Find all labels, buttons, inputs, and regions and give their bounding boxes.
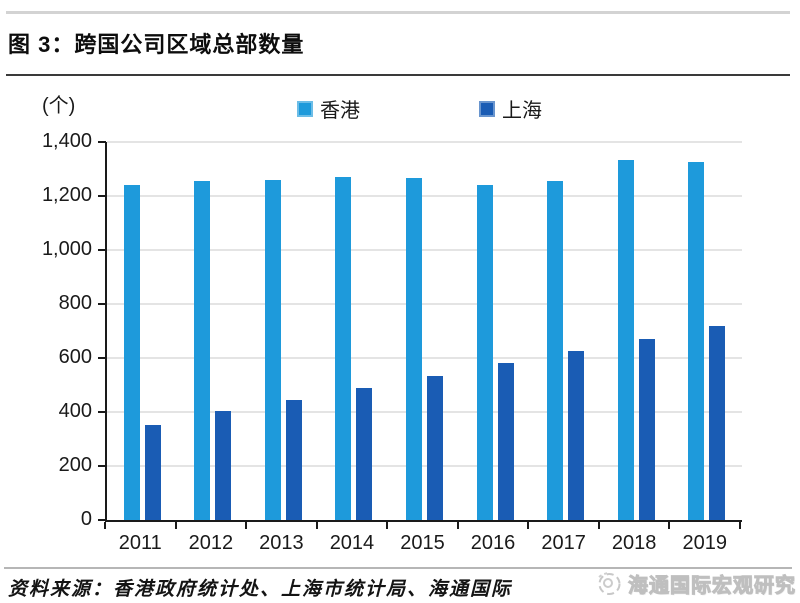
x-axis-tick (739, 522, 741, 529)
legend-swatch-shanghai-icon (479, 100, 495, 117)
legend-label-shanghai: 上海 (502, 100, 542, 122)
bar-上海-2012 (215, 411, 232, 520)
y-axis-tick (98, 141, 106, 143)
watermark-text: 海通国际宏观研究 (628, 575, 796, 598)
bar-香港-2018 (617, 159, 634, 520)
legend-item-hongkong: 香港 (297, 94, 360, 123)
title-underline (6, 74, 790, 76)
gridline (107, 411, 742, 413)
gridline (107, 465, 742, 467)
bar-上海-2011 (144, 424, 161, 520)
top-divider (6, 11, 790, 14)
y-axis-tick (98, 465, 106, 467)
y-axis-tick (98, 411, 106, 413)
bar-香港-2016 (476, 185, 493, 520)
source-note: 资料来源：香港政府统计处、上海市统计局、海通国际 (8, 579, 513, 600)
x-axis-tick (174, 522, 177, 529)
bar-上海-2019 (709, 325, 726, 520)
bar-上海-2013 (285, 399, 302, 520)
x-axis-label: 2016 (470, 532, 516, 554)
watermark: 海通国际宏观研究 (596, 569, 796, 598)
bar-上海-2016 (497, 363, 514, 520)
x-axis-label: 2017 (541, 532, 586, 554)
x-axis-tick (104, 522, 106, 529)
x-axis-tick (315, 522, 318, 529)
figure-title: 图 3：跨国公司区域总部数量 (8, 32, 305, 57)
gridline (107, 249, 742, 251)
x-axis-label: 2018 (611, 532, 657, 554)
x-axis-label: 2012 (188, 532, 234, 554)
x-axis-tick (245, 522, 248, 529)
y-axis-label: 1,000 (41, 238, 92, 260)
y-axis-tick (98, 249, 106, 251)
y-axis-label: 600 (58, 346, 92, 368)
y-axis-tick (98, 195, 106, 197)
y-axis-label: 800 (58, 292, 92, 314)
bar-香港-2013 (264, 179, 281, 520)
gridline (107, 303, 742, 305)
bar-香港-2015 (406, 178, 422, 520)
bar-上海-2015 (427, 375, 443, 520)
x-axis-label: 2019 (682, 532, 727, 554)
bar-上海-2014 (356, 387, 373, 520)
bar-上海-2017 (568, 351, 585, 520)
x-axis-tick (527, 522, 530, 529)
x-axis-tick (668, 522, 671, 529)
gridline (107, 357, 742, 359)
footer-divider (4, 567, 792, 569)
legend-swatch-hongkong-icon (297, 100, 313, 117)
haitong-logo-icon (598, 572, 621, 595)
y-axis-label: 1,200 (41, 184, 92, 206)
y-axis-label: 1,400 (41, 130, 92, 152)
x-axis-label: 2014 (329, 532, 375, 554)
x-axis-label: 2011 (118, 532, 162, 554)
x-axis-tick (386, 522, 389, 529)
bar-香港-2011 (123, 185, 140, 520)
x-axis-tick (597, 522, 600, 529)
plot-area (98, 141, 742, 522)
y-axis-tick (98, 357, 106, 359)
legend-item-shanghai: 上海 (479, 94, 542, 123)
legend-label-hongkong: 香港 (320, 100, 360, 122)
bar-香港-2019 (688, 162, 705, 520)
x-axis-label: 2015 (400, 532, 445, 554)
bar-香港-2017 (547, 181, 564, 520)
y-axis-tick (98, 303, 106, 305)
y-axis-unit-label: (个) (42, 95, 76, 117)
gridline (107, 195, 742, 197)
x-axis-tick (456, 522, 459, 529)
bar-上海-2018 (638, 339, 655, 520)
gridline (107, 141, 742, 143)
y-axis-label: 400 (58, 400, 92, 422)
bar-香港-2014 (335, 177, 352, 520)
bar-香港-2012 (194, 181, 211, 520)
x-axis-label: 2013 (259, 532, 304, 554)
y-axis-tick (98, 519, 106, 521)
y-axis-label: 0 (80, 508, 92, 530)
y-axis-label: 200 (58, 454, 92, 476)
